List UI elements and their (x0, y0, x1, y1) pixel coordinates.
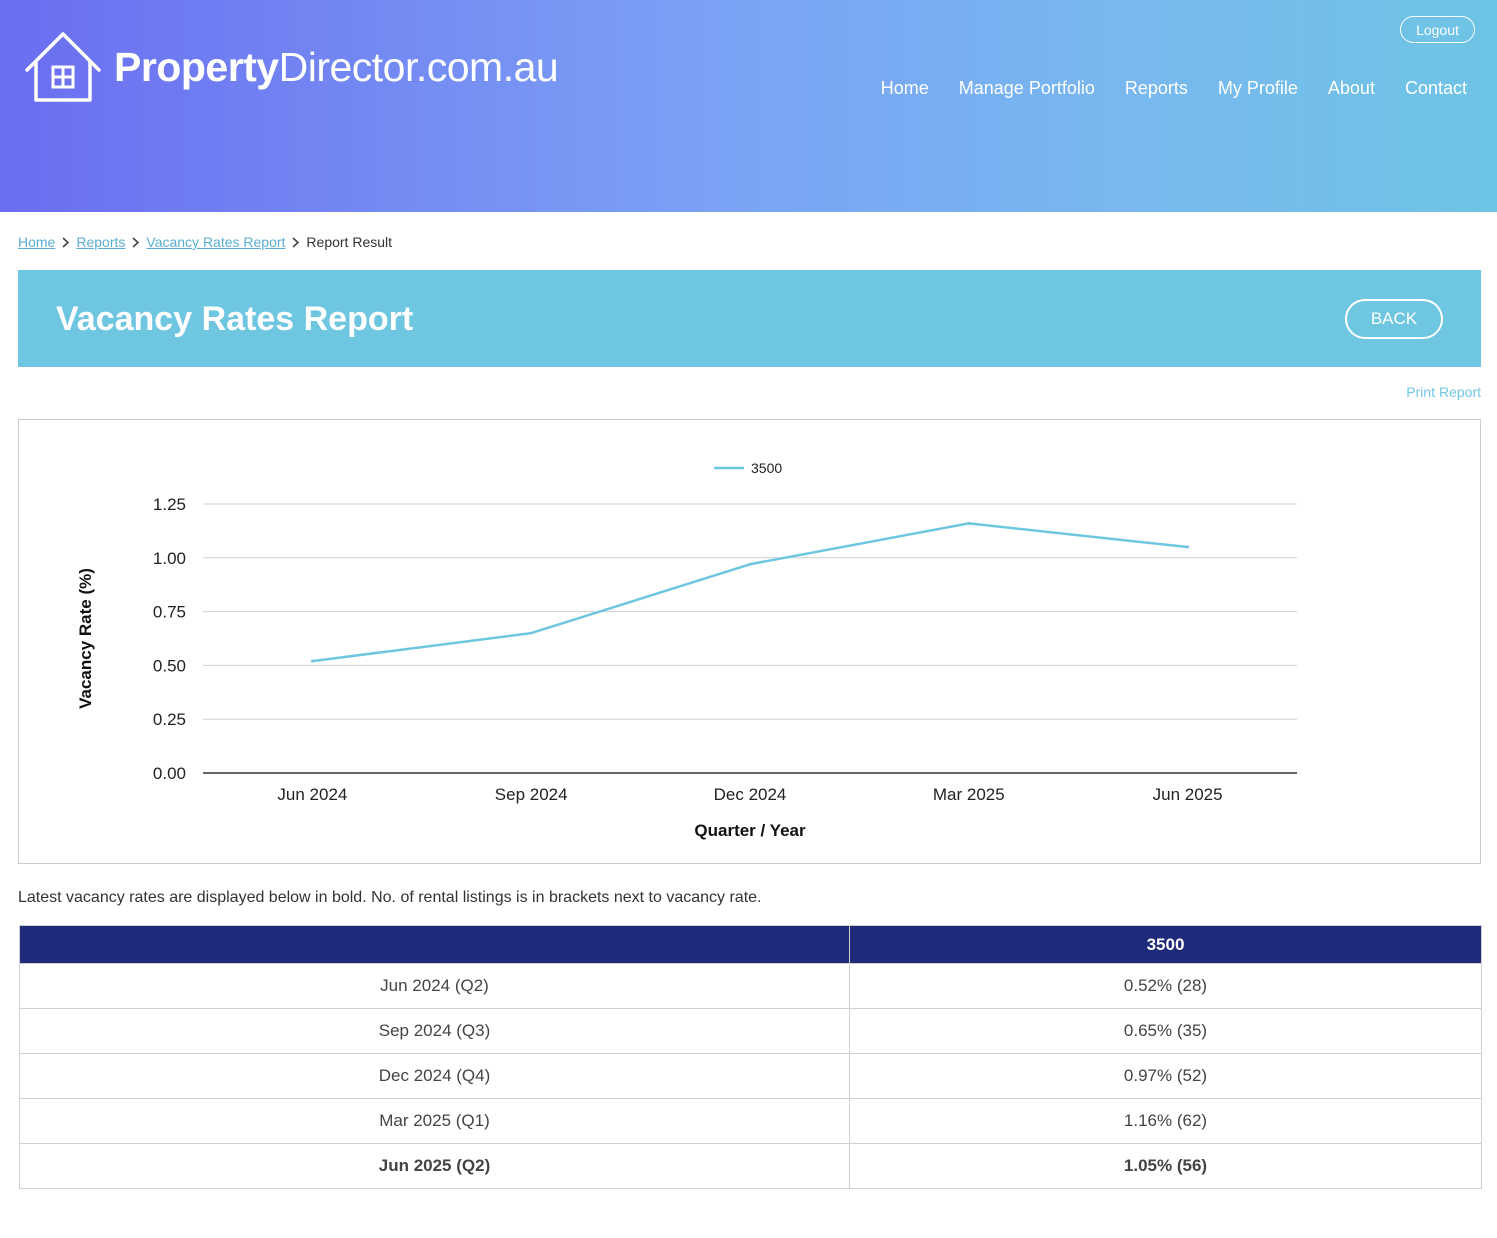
report-title-bar: Vacancy Rates Report BACK (18, 270, 1481, 367)
vacancy-table: 3500 Jun 2024 (Q2) 0.52% (28) Sep 2024 (… (19, 925, 1482, 1189)
y-axis-title: Vacancy Rate (%) (76, 568, 95, 709)
logout-button[interactable]: Logout (1400, 16, 1475, 43)
table-header-quarter (19, 925, 850, 964)
breadcrumb-current: Report Result (306, 234, 393, 250)
table-row: Dec 2024 (Q4) 0.97% (52) (19, 1053, 1482, 1099)
nav-item-manage-portfolio[interactable]: Manage Portfolio (958, 78, 1095, 98)
table-cell-value: 0.97% (52) (849, 1053, 1482, 1099)
breadcrumb-reports[interactable]: Reports (76, 234, 126, 250)
x-tick-label: Jun 2024 (277, 785, 347, 804)
y-tick-label: 0.00 (153, 764, 186, 783)
breadcrumb: Home Reports Vacancy Rates Report Report… (18, 234, 392, 250)
table-cell-quarter: Sep 2024 (Q3) (19, 1008, 850, 1054)
x-tick-label: Mar 2025 (933, 785, 1005, 804)
table-header-postcode: 3500 (849, 925, 1482, 964)
chevron-right-icon (62, 236, 70, 248)
table-cell-value: 1.05% (56) (849, 1143, 1482, 1189)
nav-item-about[interactable]: About (1327, 78, 1375, 98)
page-title: Vacancy Rates Report (56, 300, 414, 338)
chart-canvas: 0.00 0.25 0.50 0.75 1.00 1.25 Jun 2024 Sep 2024… (76, 460, 1297, 840)
site-logo[interactable]: PropertyDirector.com.au (24, 30, 559, 104)
y-tick-label: 0.75 (153, 603, 186, 622)
table-row: Sep 2024 (Q3) 0.65% (35) (19, 1008, 1482, 1054)
chevron-right-icon (132, 236, 140, 248)
nav-item-my-profile[interactable]: My Profile (1217, 78, 1298, 98)
x-tick-label: Jun 2025 (1153, 785, 1223, 804)
logo-text-bold: Property (114, 43, 279, 90)
house-icon (25, 32, 101, 102)
table-row: Mar 2025 (Q1) 1.16% (62) (19, 1098, 1482, 1144)
x-axis-title: Quarter / Year (694, 821, 806, 840)
legend-label: 3500 (751, 460, 782, 476)
data-point (529, 631, 533, 635)
breadcrumb-home[interactable]: Home (18, 234, 56, 250)
y-tick-label: 1.25 (153, 495, 186, 514)
x-tick-label: Dec 2024 (714, 785, 787, 804)
print-report-link[interactable]: Print Report (1406, 384, 1481, 400)
table-row: Jun 2024 (Q2) 0.52% (28) (19, 963, 1482, 1009)
back-button[interactable]: BACK (1345, 299, 1443, 339)
table-header-row: 3500 (19, 925, 1482, 964)
table-cell-quarter: Mar 2025 (Q1) (19, 1098, 850, 1144)
data-point (310, 659, 314, 663)
table-row-latest: Jun 2025 (Q2) 1.05% (56) (19, 1143, 1482, 1189)
table-cell-quarter: Dec 2024 (Q4) (19, 1053, 850, 1099)
table-cell-value: 0.65% (35) (849, 1008, 1482, 1054)
table-cell-quarter: Jun 2024 (Q2) (19, 963, 850, 1009)
table-note: Latest vacancy rates are displayed below… (18, 889, 762, 906)
nav-item-reports[interactable]: Reports (1124, 78, 1188, 98)
data-point (1186, 545, 1190, 549)
table-cell-value: 1.16% (62) (849, 1098, 1482, 1144)
x-tick-label: Sep 2024 (495, 785, 568, 804)
main-nav: Home Manage Portfolio Reports My Profile… (851, 78, 1467, 99)
nav-item-contact[interactable]: Contact (1404, 78, 1467, 98)
chevron-right-icon (292, 236, 300, 248)
logo-text-light: Director.com.au (278, 43, 559, 90)
data-point (967, 521, 971, 525)
table-cell-quarter: Jun 2025 (Q2) (19, 1143, 850, 1189)
site-header: PropertyDirector.com.au Logout Home Mana… (0, 0, 1497, 212)
y-tick-label: 0.50 (153, 656, 186, 675)
nav-item-home[interactable]: Home (880, 78, 929, 98)
y-tick-label: 1.00 (153, 549, 186, 568)
vacancy-chart: 0.00 0.25 0.50 0.75 1.00 1.25 Jun 2024 Sep 2024… (18, 419, 1481, 864)
breadcrumb-vacancy-rates-report[interactable]: Vacancy Rates Report (146, 234, 286, 250)
data-point (748, 562, 752, 566)
y-tick-label: 0.25 (153, 710, 186, 729)
series-line-3500 (312, 522, 1188, 663)
logo-text: PropertyDirector.com.au (114, 43, 559, 91)
table-cell-value: 0.52% (28) (849, 963, 1482, 1009)
